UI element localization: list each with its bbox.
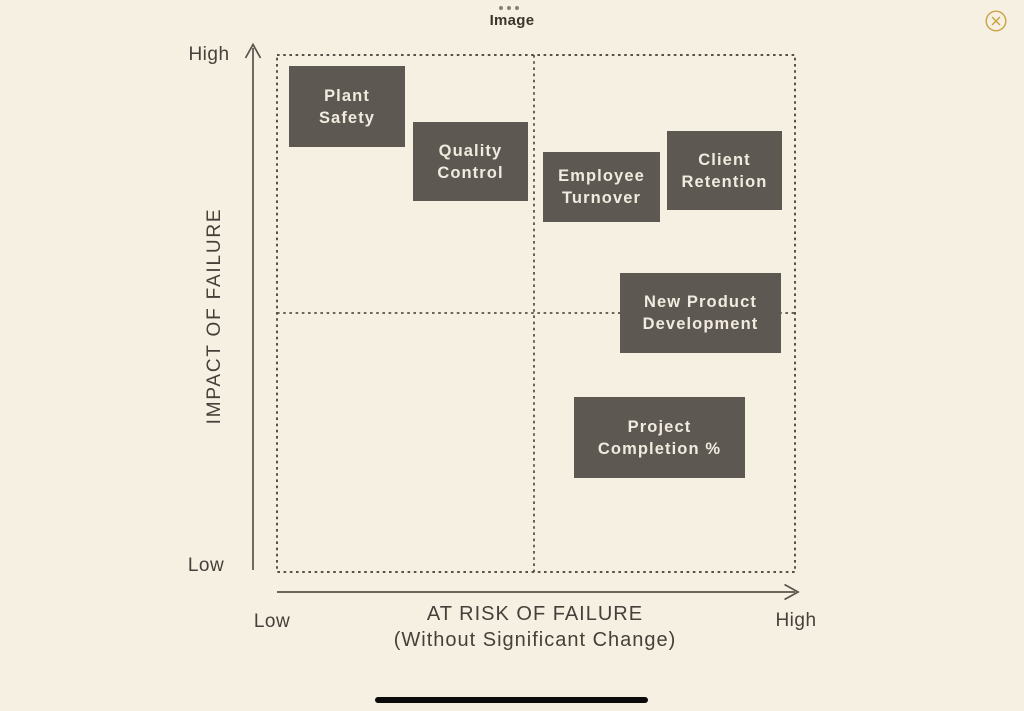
x-axis-label-line1: AT RISK OF FAILURE xyxy=(426,603,644,625)
box-label-line: Employee xyxy=(558,167,645,185)
x-axis-arrowhead xyxy=(784,583,800,601)
matrix-box-new-product-development: New Product Development xyxy=(620,273,781,353)
y-axis-arrowhead xyxy=(244,42,262,59)
box-label-line: Completion % xyxy=(597,439,722,458)
box-label-line: Retention xyxy=(681,172,768,191)
box-label-line: Project xyxy=(627,417,692,436)
x-axis-label-line2: (Without Significant Change) xyxy=(393,629,677,651)
dot-icon xyxy=(515,6,519,10)
x-axis-low-tick: Low xyxy=(253,611,291,632)
box-label-line: Client xyxy=(698,150,751,169)
matrix-box-project-completion: Project Completion % xyxy=(574,397,745,478)
matrix-box-plant-safety: Plant Safety xyxy=(289,66,405,147)
x-axis-label: AT RISK OF FAILURE (Without Significant … xyxy=(394,601,677,653)
close-button[interactable] xyxy=(985,10,1007,32)
box-label-line: Plant xyxy=(324,86,370,105)
dot-icon xyxy=(499,6,503,10)
box-label-line: Development xyxy=(642,315,759,333)
box-label-line: Safety xyxy=(318,108,376,127)
x-axis-high-tick: High xyxy=(775,610,817,631)
box-label-line: New Product xyxy=(644,293,757,311)
matrix-box-employee-turnover: Employee Turnover xyxy=(543,152,660,222)
matrix-box-client-retention: Client Retention xyxy=(667,131,782,210)
box-label-line: Quality xyxy=(438,141,503,160)
y-axis-high-tick: High xyxy=(188,44,230,65)
home-indicator[interactable] xyxy=(375,697,648,703)
close-icon xyxy=(985,10,1007,32)
window-title: Image xyxy=(489,12,535,29)
matrix-box-quality-control: Quality Control xyxy=(413,122,528,201)
box-label-line: Control xyxy=(437,163,504,182)
y-axis-low-tick: Low xyxy=(187,555,225,576)
more-options-dots[interactable] xyxy=(499,6,519,10)
box-label-line: Turnover xyxy=(561,189,642,207)
dot-icon xyxy=(507,6,511,10)
